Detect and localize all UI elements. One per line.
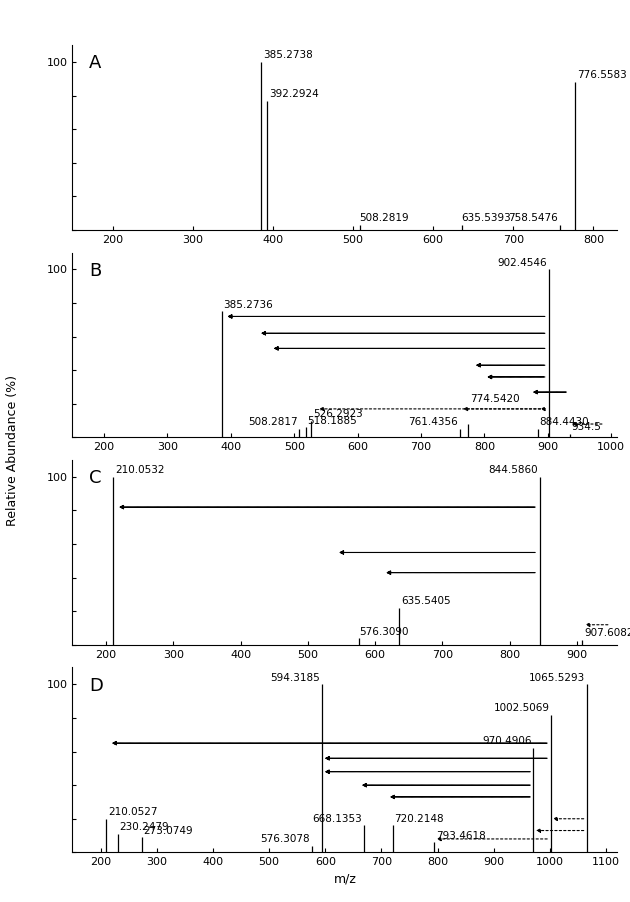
Text: 774.5420: 774.5420	[470, 394, 520, 404]
Text: 1002.5069: 1002.5069	[494, 703, 550, 713]
Text: 273.0749: 273.0749	[143, 825, 193, 835]
Text: 385.2738: 385.2738	[263, 51, 313, 60]
Text: B: B	[89, 262, 101, 280]
Text: 907.6082: 907.6082	[584, 628, 630, 639]
Text: 635.5405: 635.5405	[401, 596, 450, 606]
Text: 635.5393: 635.5393	[462, 213, 512, 224]
Text: D: D	[89, 676, 103, 695]
Text: 594.3185: 594.3185	[271, 673, 321, 683]
Text: 576.3090: 576.3090	[359, 627, 409, 637]
Text: 518.1885: 518.1885	[307, 416, 357, 426]
Text: 526.2923: 526.2923	[312, 409, 362, 419]
Text: 385.2736: 385.2736	[224, 299, 273, 309]
X-axis label: m/z: m/z	[333, 873, 357, 886]
Text: 576.3078: 576.3078	[261, 834, 310, 844]
Text: 668.1353: 668.1353	[312, 814, 362, 824]
Text: 210.0527: 210.0527	[108, 807, 158, 817]
Text: 844.5860: 844.5860	[488, 465, 538, 475]
Text: 884.4430: 884.4430	[540, 418, 590, 428]
Text: 210.0532: 210.0532	[115, 465, 164, 475]
Text: 392.2924: 392.2924	[269, 89, 319, 99]
Text: 720.2148: 720.2148	[394, 814, 444, 824]
Text: 902.4546: 902.4546	[498, 258, 547, 268]
Text: 776.5583: 776.5583	[577, 70, 627, 80]
Text: A: A	[89, 54, 101, 72]
Text: C: C	[89, 469, 101, 487]
Text: 970.4906: 970.4906	[482, 737, 532, 747]
Text: 758.5476: 758.5476	[508, 213, 558, 224]
Text: 230.2479: 230.2479	[119, 823, 169, 833]
Text: 793.4618: 793.4618	[435, 831, 485, 841]
Text: 761.4356: 761.4356	[408, 418, 458, 428]
Text: Relative Abundance (%): Relative Abundance (%)	[6, 375, 19, 527]
Text: 508.2817: 508.2817	[248, 418, 297, 428]
Text: 934.5: 934.5	[571, 422, 601, 432]
Text: 1065.5293: 1065.5293	[529, 673, 585, 683]
Text: 508.2819: 508.2819	[360, 213, 410, 224]
